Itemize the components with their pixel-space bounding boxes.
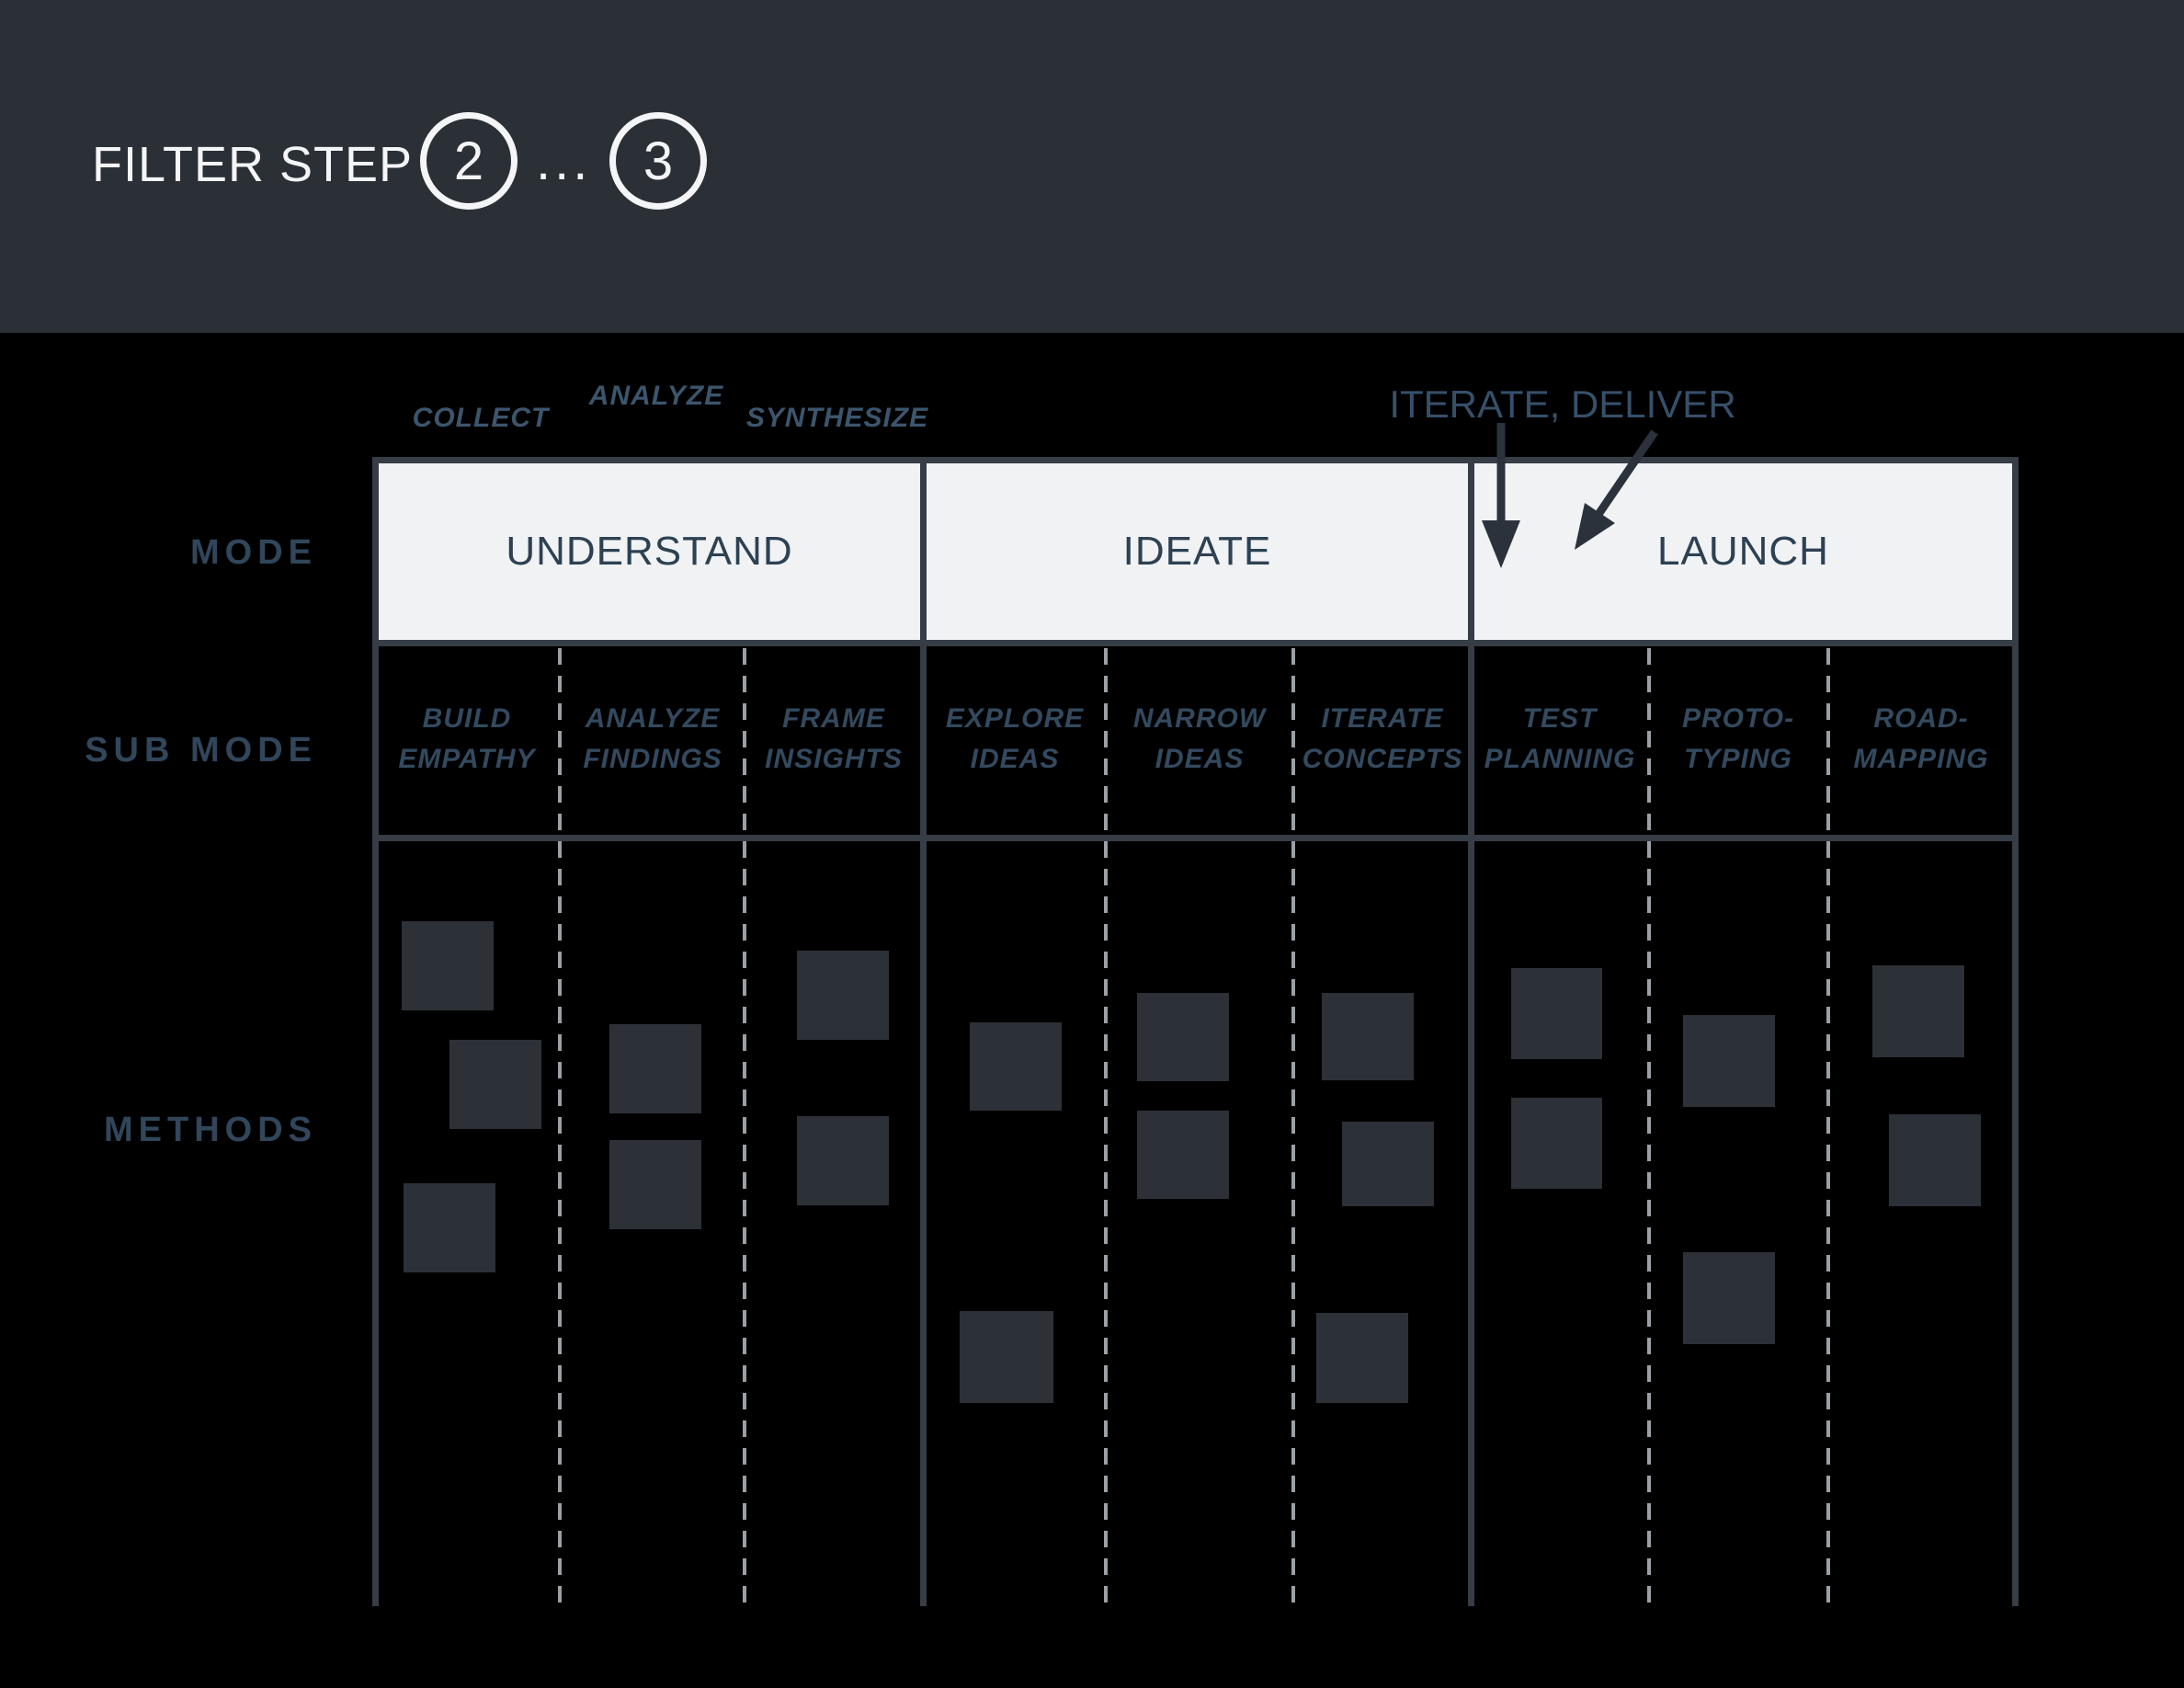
method-square[interactable] bbox=[797, 951, 889, 1040]
phase-label-collect: COLLECT bbox=[412, 403, 550, 433]
submode-test-planning[interactable]: TEST PLANNING bbox=[1484, 703, 1636, 774]
step-ellipsis: ... bbox=[536, 131, 592, 191]
grid-line-submode-bottom bbox=[372, 835, 2019, 841]
method-square[interactable] bbox=[797, 1116, 889, 1205]
submode-analyze-findings[interactable]: ANALYZE FINDINGS bbox=[583, 703, 722, 774]
method-square[interactable] bbox=[1342, 1122, 1434, 1206]
dashed-divider bbox=[743, 648, 746, 1606]
method-square[interactable] bbox=[1316, 1313, 1408, 1403]
grid-line-understand-ideate bbox=[920, 457, 927, 1606]
grid-line-left-border bbox=[372, 457, 379, 1606]
dashed-divider bbox=[1647, 648, 1651, 1606]
method-square[interactable] bbox=[1137, 1111, 1229, 1199]
method-square[interactable] bbox=[960, 1311, 1053, 1403]
method-square[interactable] bbox=[402, 921, 494, 1010]
grid-line-top bbox=[372, 457, 2019, 463]
method-square[interactable] bbox=[1322, 993, 1414, 1080]
method-square[interactable] bbox=[449, 1040, 541, 1129]
method-square[interactable] bbox=[609, 1140, 701, 1229]
phase-label-synthesize: SYNTHESIZE bbox=[745, 403, 929, 433]
method-square[interactable] bbox=[970, 1022, 1062, 1111]
submode-build-empathy[interactable]: BUILD EMPATHY bbox=[398, 703, 536, 774]
method-square[interactable] bbox=[1511, 1098, 1602, 1189]
dashed-divider bbox=[1291, 648, 1295, 1606]
step-badge-3[interactable]: 3 bbox=[609, 112, 707, 210]
grid-line-ideate-launch bbox=[1468, 457, 1474, 1606]
page-title: FILTER STEP bbox=[92, 137, 414, 192]
method-square[interactable] bbox=[1137, 993, 1229, 1081]
submode-explore-ideas[interactable]: EXPLORE IDEAS bbox=[945, 703, 1085, 774]
header-bar: FILTER STEP 2 ... 3 bbox=[0, 0, 2184, 333]
row-label-sub-mode: SUB MODE bbox=[85, 731, 317, 770]
dashed-divider bbox=[1826, 648, 1830, 1606]
grid-line-right-border bbox=[2012, 457, 2019, 1606]
mode-cell-understand[interactable]: UNDERSTAND bbox=[379, 463, 920, 640]
submode-proto-typing[interactable]: PROTO- TYPING bbox=[1681, 703, 1795, 774]
dashed-divider bbox=[558, 648, 562, 1606]
step-badge-2[interactable]: 2 bbox=[420, 112, 518, 210]
submode-iterate-concepts[interactable]: ITERATE CONCEPTS bbox=[1302, 703, 1463, 774]
submode-road-mapping[interactable]: ROAD- MAPPING bbox=[1853, 703, 1989, 774]
submode-frame-insights[interactable]: FRAME INSIGHTS bbox=[765, 703, 903, 774]
method-square[interactable] bbox=[609, 1024, 701, 1113]
method-square[interactable] bbox=[1683, 1252, 1775, 1344]
grid-line-mode-bottom bbox=[372, 640, 2019, 646]
mode-cell-ideate[interactable]: IDEATE bbox=[927, 463, 1468, 640]
mode-cell-launch[interactable]: LAUNCH bbox=[1474, 463, 2012, 640]
method-square[interactable] bbox=[1511, 968, 1602, 1059]
row-label-mode: MODE bbox=[190, 533, 317, 572]
method-square[interactable] bbox=[1683, 1015, 1775, 1107]
method-square[interactable] bbox=[1889, 1114, 1981, 1206]
phase-label-iterate-deliver: ITERATE, DELIVER bbox=[1389, 382, 1736, 426]
row-label-methods: METHODS bbox=[104, 1111, 317, 1149]
dashed-divider bbox=[1104, 648, 1108, 1606]
method-square[interactable] bbox=[404, 1183, 495, 1272]
method-square[interactable] bbox=[1872, 965, 1964, 1057]
phase-label-analyze: ANALYZE bbox=[588, 381, 724, 411]
submode-narrow-ideas[interactable]: NARROW IDEAS bbox=[1132, 703, 1267, 774]
